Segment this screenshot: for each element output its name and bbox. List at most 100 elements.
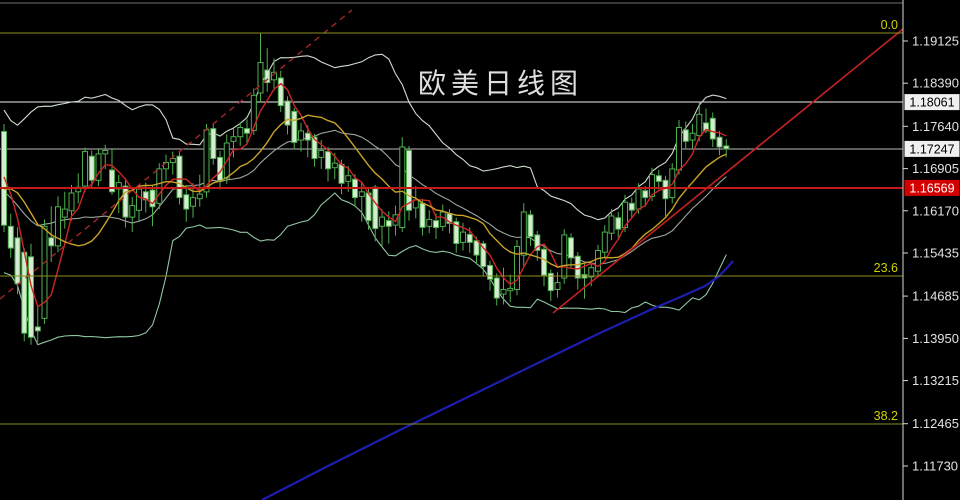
axis-tick-label: 1.14685	[912, 289, 959, 304]
axis-tick-label: 1.18390	[912, 76, 959, 91]
candle-body	[487, 264, 493, 280]
candle-body	[55, 206, 61, 247]
candle-body	[136, 188, 142, 211]
candle-body	[271, 71, 277, 81]
candle-body	[122, 185, 129, 218]
candle-body	[709, 117, 716, 140]
axis-price-badge-label: 1.16569	[909, 181, 954, 195]
axis-price-badge	[904, 140, 960, 157]
candle-body	[723, 145, 730, 150]
axis-tick-label: 1.12465	[912, 416, 959, 431]
ma-slow-yellow-line	[3, 114, 727, 268]
trendline-solid[interactable]	[552, 28, 904, 314]
candle-body	[527, 214, 534, 238]
candle-body	[183, 194, 190, 210]
candle-body	[541, 248, 547, 276]
candle-body	[237, 127, 244, 138]
candle-body	[284, 100, 291, 126]
candle-body	[568, 237, 574, 259]
chart-title: 欧美日线图	[418, 68, 584, 99]
candle-body	[338, 163, 345, 184]
candle-body	[554, 282, 561, 291]
candle-body	[493, 277, 500, 299]
candle-body	[102, 150, 109, 155]
candle-body	[311, 136, 318, 159]
candle-body	[230, 136, 237, 142]
candle-body	[520, 211, 527, 256]
candle-body	[385, 220, 392, 227]
axis-tick-label: 1.16905	[912, 161, 959, 176]
candle-body	[129, 205, 136, 218]
candle-body	[318, 150, 325, 158]
candle-body	[716, 136, 723, 148]
candle-body	[14, 237, 21, 285]
candle-body	[514, 245, 520, 290]
candle-body	[48, 237, 55, 247]
candle-body	[257, 62, 264, 94]
candle-body	[588, 267, 595, 278]
candle-body	[703, 122, 709, 132]
candle-body	[325, 151, 331, 170]
candle-body	[682, 129, 689, 142]
candle-body	[61, 208, 68, 218]
axis-price-badge-label: 1.18061	[909, 96, 954, 110]
candle-body	[372, 186, 379, 230]
fibonacci-label: 38.2	[874, 409, 898, 423]
candle-body	[473, 240, 480, 256]
candle-body	[190, 197, 196, 207]
candle-body	[169, 158, 176, 163]
candle-body	[655, 175, 662, 182]
fibonacci-label: 0.0	[881, 18, 898, 32]
candle-body	[244, 128, 250, 134]
axis-tick-label: 1.19125	[912, 34, 959, 49]
candle-body	[34, 326, 41, 332]
ma-fast-red-line	[3, 82, 727, 308]
candle-body	[595, 250, 601, 272]
candle-body	[500, 289, 507, 295]
candle-body	[689, 132, 696, 141]
candle-body	[547, 272, 554, 292]
candle-body	[358, 191, 365, 197]
candle-body	[460, 231, 466, 243]
candle-body	[264, 69, 271, 84]
candle-body	[298, 130, 304, 141]
candle-body	[304, 132, 311, 141]
candle-body	[210, 128, 217, 160]
candle-body	[95, 153, 102, 181]
candle-body	[574, 255, 581, 279]
axis-tick-label: 1.17640	[912, 119, 959, 134]
axis-price-badge	[904, 94, 960, 111]
candle-body	[250, 94, 257, 131]
candle-body	[628, 202, 635, 211]
trendline-dashed[interactable]	[0, 9, 353, 300]
candle-body	[331, 162, 338, 169]
axis-tick-label: 1.11730	[912, 459, 958, 474]
candle-body	[534, 234, 541, 251]
axis-tick-label: 1.13950	[912, 331, 959, 346]
candle-body	[507, 287, 514, 292]
candle-body	[635, 188, 642, 210]
bollinger-lower-line	[3, 192, 727, 346]
candle-body	[291, 110, 298, 143]
bollinger-upper-line	[3, 53, 727, 221]
candle-body	[7, 225, 14, 249]
candle-body	[176, 155, 183, 199]
candle-body	[433, 220, 439, 229]
candle-body	[156, 168, 163, 204]
axis-price-badge-label: 1.17247	[909, 142, 954, 156]
candle-body	[142, 191, 149, 201]
candle-body	[345, 175, 352, 182]
axis-tick-label: 1.15435	[912, 246, 959, 261]
candle-body	[676, 127, 682, 171]
candle-body	[480, 243, 487, 268]
axis-tick-label: 1.16170	[912, 203, 959, 218]
candle-body	[109, 169, 115, 193]
candle-body	[419, 202, 426, 228]
candle-body	[615, 217, 622, 230]
candle-body	[196, 193, 203, 200]
candle-body	[601, 231, 608, 253]
candle-body	[88, 155, 95, 181]
axis-tick-label: 1.13215	[912, 373, 959, 388]
